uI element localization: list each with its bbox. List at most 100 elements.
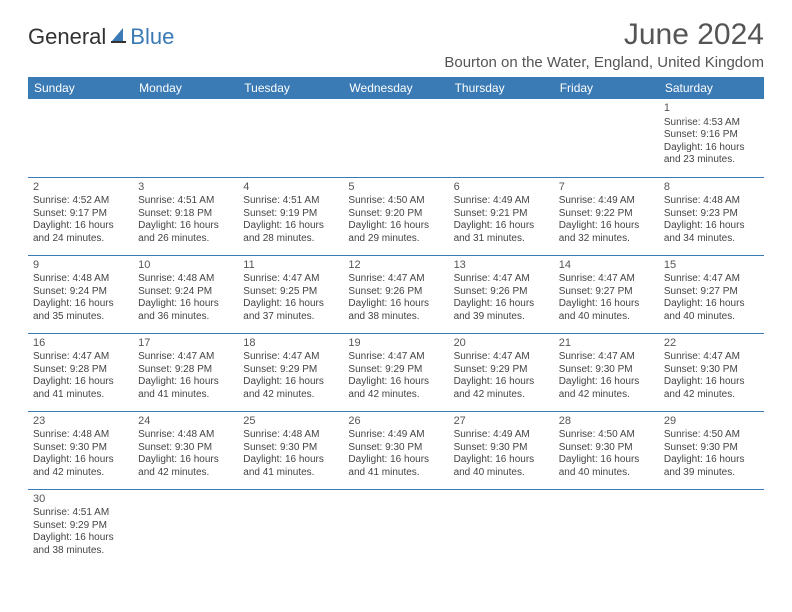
daylight-text: Daylight: 16 hours	[664, 220, 759, 233]
sunrise-text: Sunrise: 4:50 AM	[559, 429, 654, 442]
daylight-text: and 42 minutes.	[454, 389, 549, 402]
calendar-day: 24Sunrise: 4:48 AMSunset: 9:30 PMDayligh…	[133, 411, 238, 489]
daylight-text: Daylight: 16 hours	[138, 220, 233, 233]
daylight-text: Daylight: 16 hours	[664, 376, 759, 389]
calendar-day: 25Sunrise: 4:48 AMSunset: 9:30 PMDayligh…	[238, 411, 343, 489]
sunrise-text: Sunrise: 4:53 AM	[664, 117, 759, 130]
day-header: Sunday	[28, 77, 133, 99]
daylight-text: Daylight: 16 hours	[664, 298, 759, 311]
day-number: 28	[559, 415, 654, 429]
day-number: 4	[243, 181, 338, 195]
day-number: 21	[559, 337, 654, 351]
daylight-text: and 31 minutes.	[454, 233, 549, 246]
calendar-empty	[343, 99, 448, 177]
calendar-body: 1Sunrise: 4:53 AMSunset: 9:16 PMDaylight…	[28, 99, 764, 567]
calendar-day: 14Sunrise: 4:47 AMSunset: 9:27 PMDayligh…	[554, 255, 659, 333]
sunrise-text: Sunrise: 4:47 AM	[33, 351, 128, 364]
sunrise-text: Sunrise: 4:47 AM	[348, 273, 443, 286]
sunrise-text: Sunrise: 4:47 AM	[454, 351, 549, 364]
calendar-day: 17Sunrise: 4:47 AMSunset: 9:28 PMDayligh…	[133, 333, 238, 411]
daylight-text: and 34 minutes.	[664, 233, 759, 246]
daylight-text: and 40 minutes.	[559, 311, 654, 324]
calendar-empty	[133, 489, 238, 567]
sunset-text: Sunset: 9:30 PM	[559, 442, 654, 455]
day-number: 30	[33, 493, 128, 507]
calendar-day: 9Sunrise: 4:48 AMSunset: 9:24 PMDaylight…	[28, 255, 133, 333]
logo-text-2: Blue	[130, 24, 174, 50]
daylight-text: and 29 minutes.	[348, 233, 443, 246]
calendar-day: 11Sunrise: 4:47 AMSunset: 9:25 PMDayligh…	[238, 255, 343, 333]
calendar-day: 10Sunrise: 4:48 AMSunset: 9:24 PMDayligh…	[133, 255, 238, 333]
sunset-text: Sunset: 9:30 PM	[138, 442, 233, 455]
sunset-text: Sunset: 9:30 PM	[33, 442, 128, 455]
calendar-day: 12Sunrise: 4:47 AMSunset: 9:26 PMDayligh…	[343, 255, 448, 333]
calendar-day: 30Sunrise: 4:51 AMSunset: 9:29 PMDayligh…	[28, 489, 133, 567]
sunrise-text: Sunrise: 4:49 AM	[348, 429, 443, 442]
calendar-table: SundayMondayTuesdayWednesdayThursdayFrid…	[28, 77, 764, 567]
sunset-text: Sunset: 9:27 PM	[664, 286, 759, 299]
daylight-text: and 39 minutes.	[454, 311, 549, 324]
calendar-empty	[659, 489, 764, 567]
sunrise-text: Sunrise: 4:47 AM	[664, 273, 759, 286]
sunrise-text: Sunrise: 4:52 AM	[33, 195, 128, 208]
calendar-day: 5Sunrise: 4:50 AMSunset: 9:20 PMDaylight…	[343, 177, 448, 255]
sunrise-text: Sunrise: 4:47 AM	[454, 273, 549, 286]
day-number: 17	[138, 337, 233, 351]
day-header: Wednesday	[343, 77, 448, 99]
day-number: 9	[33, 259, 128, 273]
day-number: 3	[138, 181, 233, 195]
day-number: 20	[454, 337, 549, 351]
month-title: June 2024	[444, 18, 764, 52]
daylight-text: and 42 minutes.	[33, 467, 128, 480]
day-number: 16	[33, 337, 128, 351]
daylight-text: Daylight: 16 hours	[454, 376, 549, 389]
sunrise-text: Sunrise: 4:51 AM	[138, 195, 233, 208]
daylight-text: Daylight: 16 hours	[664, 454, 759, 467]
calendar-day: 26Sunrise: 4:49 AMSunset: 9:30 PMDayligh…	[343, 411, 448, 489]
daylight-text: Daylight: 16 hours	[348, 220, 443, 233]
sunset-text: Sunset: 9:20 PM	[348, 208, 443, 221]
calendar-empty	[554, 99, 659, 177]
daylight-text: Daylight: 16 hours	[243, 298, 338, 311]
calendar-day: 20Sunrise: 4:47 AMSunset: 9:29 PMDayligh…	[449, 333, 554, 411]
day-header: Friday	[554, 77, 659, 99]
calendar-day: 28Sunrise: 4:50 AMSunset: 9:30 PMDayligh…	[554, 411, 659, 489]
day-number: 5	[348, 181, 443, 195]
day-header: Saturday	[659, 77, 764, 99]
sunset-text: Sunset: 9:28 PM	[138, 364, 233, 377]
day-header: Thursday	[449, 77, 554, 99]
calendar-day: 15Sunrise: 4:47 AMSunset: 9:27 PMDayligh…	[659, 255, 764, 333]
sunrise-text: Sunrise: 4:47 AM	[243, 273, 338, 286]
daylight-text: and 40 minutes.	[454, 467, 549, 480]
daylight-text: Daylight: 16 hours	[33, 532, 128, 545]
sunrise-text: Sunrise: 4:48 AM	[664, 195, 759, 208]
logo-sail-icon	[109, 24, 129, 50]
daylight-text: Daylight: 16 hours	[559, 220, 654, 233]
sunset-text: Sunset: 9:30 PM	[454, 442, 549, 455]
calendar-empty	[449, 489, 554, 567]
day-header: Tuesday	[238, 77, 343, 99]
sunset-text: Sunset: 9:16 PM	[664, 129, 759, 142]
day-number: 10	[138, 259, 233, 273]
calendar-day: 7Sunrise: 4:49 AMSunset: 9:22 PMDaylight…	[554, 177, 659, 255]
sunrise-text: Sunrise: 4:48 AM	[243, 429, 338, 442]
calendar-week: 1Sunrise: 4:53 AMSunset: 9:16 PMDaylight…	[28, 99, 764, 177]
daylight-text: and 42 minutes.	[559, 389, 654, 402]
daylight-text: Daylight: 16 hours	[454, 220, 549, 233]
day-number: 8	[664, 181, 759, 195]
sunrise-text: Sunrise: 4:49 AM	[559, 195, 654, 208]
daylight-text: and 36 minutes.	[138, 311, 233, 324]
calendar-week: 2Sunrise: 4:52 AMSunset: 9:17 PMDaylight…	[28, 177, 764, 255]
daylight-text: Daylight: 16 hours	[454, 298, 549, 311]
calendar-empty	[554, 489, 659, 567]
day-number: 19	[348, 337, 443, 351]
sunrise-text: Sunrise: 4:48 AM	[33, 273, 128, 286]
calendar-empty	[449, 99, 554, 177]
daylight-text: and 41 minutes.	[243, 467, 338, 480]
sunrise-text: Sunrise: 4:49 AM	[454, 195, 549, 208]
sunset-text: Sunset: 9:19 PM	[243, 208, 338, 221]
calendar-day: 27Sunrise: 4:49 AMSunset: 9:30 PMDayligh…	[449, 411, 554, 489]
calendar-day: 4Sunrise: 4:51 AMSunset: 9:19 PMDaylight…	[238, 177, 343, 255]
daylight-text: and 39 minutes.	[664, 467, 759, 480]
day-number: 25	[243, 415, 338, 429]
